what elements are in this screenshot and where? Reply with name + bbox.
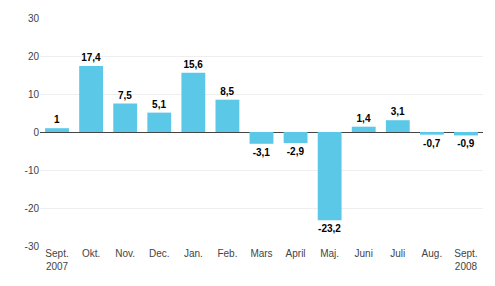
svg-text:Sept.2007: Sept.2007 — [45, 248, 68, 272]
svg-text:Juli: Juli — [390, 248, 405, 259]
svg-text:17,4: 17,4 — [81, 52, 101, 63]
svg-text:1,4: 1,4 — [357, 113, 371, 124]
svg-text:7,5: 7,5 — [118, 90, 132, 101]
svg-text:Maj.: Maj. — [320, 248, 339, 259]
svg-text:Jan.: Jan. — [184, 248, 203, 259]
svg-text:-2,9: -2,9 — [287, 146, 305, 157]
svg-text:-0,9: -0,9 — [457, 138, 475, 149]
svg-text:0: 0 — [33, 127, 39, 138]
svg-text:Juni: Juni — [355, 248, 373, 259]
svg-text:1: 1 — [54, 114, 60, 125]
svg-text:-3,1: -3,1 — [253, 147, 271, 158]
svg-text:Dec.: Dec. — [149, 248, 170, 259]
svg-text:Nov.: Nov. — [115, 248, 135, 259]
svg-text:8,5: 8,5 — [220, 86, 234, 97]
svg-text:30: 30 — [28, 13, 40, 24]
svg-text:Feb.: Feb. — [217, 248, 237, 259]
svg-text:-23,2: -23,2 — [318, 223, 341, 234]
svg-text:-30: -30 — [25, 241, 40, 252]
svg-text:20: 20 — [28, 51, 40, 62]
svg-text:-10: -10 — [25, 165, 40, 176]
svg-text:-0,7: -0,7 — [423, 138, 441, 149]
svg-text:10: 10 — [28, 89, 40, 100]
svg-text:Okt.: Okt. — [82, 248, 100, 259]
svg-text:15,6: 15,6 — [183, 59, 203, 70]
svg-text:April: April — [286, 248, 306, 259]
svg-text:Mars: Mars — [250, 248, 272, 259]
svg-text:-20: -20 — [25, 203, 40, 214]
svg-text:Aug.: Aug. — [422, 248, 443, 259]
svg-text:Sept.2008: Sept.2008 — [454, 248, 477, 272]
svg-text:5,1: 5,1 — [152, 99, 166, 110]
svg-text:3,1: 3,1 — [391, 106, 405, 117]
